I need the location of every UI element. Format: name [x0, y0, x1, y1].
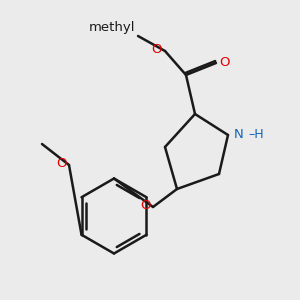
- Text: N: N: [233, 128, 243, 142]
- Text: O: O: [220, 56, 230, 70]
- Text: O: O: [151, 43, 161, 56]
- Text: O: O: [56, 157, 67, 170]
- Text: –H: –H: [248, 128, 264, 142]
- Text: methyl: methyl: [88, 22, 135, 34]
- Text: O: O: [140, 199, 151, 212]
